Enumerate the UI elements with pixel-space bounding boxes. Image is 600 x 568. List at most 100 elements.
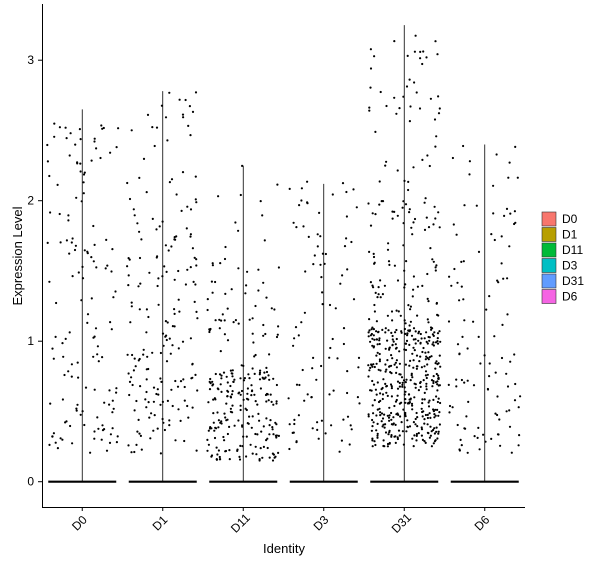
data-point (371, 404, 374, 407)
data-point (492, 184, 495, 187)
data-point (253, 355, 256, 358)
data-point (291, 431, 294, 434)
data-point (184, 283, 187, 286)
data-point (432, 428, 435, 432)
data-point (378, 203, 381, 206)
data-point (435, 301, 438, 305)
data-point (371, 365, 374, 368)
data-point (439, 365, 442, 368)
data-point (153, 414, 156, 417)
data-point (435, 426, 438, 429)
data-point (250, 384, 253, 387)
data-point (413, 349, 416, 352)
data-point (432, 341, 435, 344)
data-point (408, 208, 411, 211)
data-point (152, 400, 155, 403)
data-point (250, 390, 254, 393)
data-point (48, 280, 51, 283)
data-point (452, 223, 455, 226)
data-point (438, 423, 441, 426)
data-point (275, 335, 279, 339)
data-point (109, 321, 112, 324)
data-point (460, 285, 463, 288)
data-point (506, 385, 510, 388)
data-point (407, 180, 410, 183)
data-point (258, 419, 261, 422)
data-point (390, 395, 393, 398)
data-point (134, 365, 137, 368)
data-point (133, 450, 136, 454)
data-point (424, 370, 428, 373)
data-point (77, 271, 80, 274)
data-point (379, 90, 382, 94)
data-point (395, 359, 398, 362)
data-point (404, 332, 407, 335)
data-point (379, 369, 382, 372)
data-point (298, 204, 301, 207)
data-point (503, 214, 506, 217)
data-point (426, 373, 429, 376)
data-point (386, 339, 389, 342)
data-point (434, 367, 437, 370)
data-point (339, 282, 342, 285)
data-point (270, 307, 273, 310)
data-point (157, 277, 160, 280)
data-point (170, 245, 173, 248)
data-point (215, 458, 218, 461)
data-point (317, 437, 320, 440)
data-point (128, 393, 131, 397)
data-point (181, 113, 185, 116)
data-point (46, 143, 49, 147)
data-point (74, 143, 77, 146)
legend-key-D3 (541, 258, 557, 273)
data-point (216, 387, 219, 390)
data-point (224, 292, 227, 295)
data-point (472, 320, 475, 323)
data-point (431, 333, 434, 336)
data-point (65, 137, 68, 140)
data-point (378, 360, 381, 363)
data-point (429, 416, 432, 419)
data-point (432, 408, 435, 411)
data-point (321, 303, 324, 306)
data-point (271, 459, 275, 462)
data-point (100, 124, 103, 127)
data-point (404, 283, 407, 286)
data-point (64, 337, 67, 340)
data-point (257, 268, 260, 271)
data-point (100, 438, 103, 441)
data-point (71, 237, 74, 240)
data-point (393, 435, 396, 438)
data-point (418, 107, 422, 110)
data-point (265, 400, 268, 403)
data-point (437, 362, 440, 365)
data-point (375, 330, 378, 333)
data-point (376, 436, 379, 439)
data-point (159, 403, 162, 406)
data-point (78, 128, 81, 131)
data-point (425, 340, 428, 343)
data-point (413, 217, 417, 221)
data-point (397, 310, 400, 313)
data-point (105, 238, 108, 241)
data-point (432, 442, 435, 445)
data-point (130, 376, 133, 379)
data-point (455, 378, 458, 381)
data-point (393, 210, 396, 213)
data-point (424, 413, 427, 417)
data-point (494, 412, 497, 415)
data-point (451, 156, 454, 160)
data-point (370, 389, 373, 392)
data-point (270, 400, 273, 403)
data-point (166, 139, 169, 142)
data-point (447, 320, 451, 323)
data-point (48, 174, 51, 178)
data-point (396, 412, 399, 416)
data-point (397, 429, 401, 432)
data-point (320, 276, 323, 279)
data-point (409, 320, 412, 323)
data-point (408, 324, 411, 327)
data-point (394, 423, 397, 426)
data-point (421, 402, 424, 405)
data-point (390, 387, 393, 390)
